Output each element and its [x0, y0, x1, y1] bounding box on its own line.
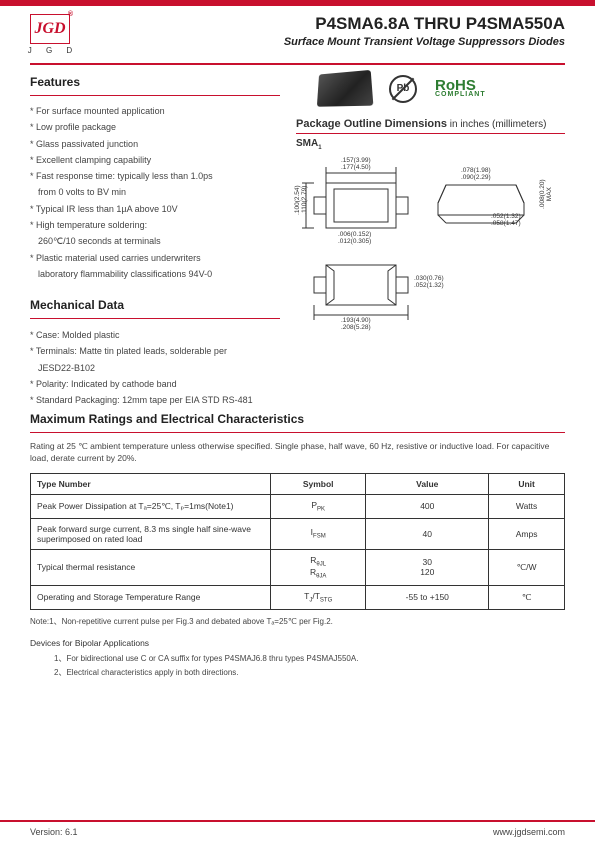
- logo: JGD ® J G D: [30, 14, 80, 55]
- header: JGD ® J G D P4SMA6.8A THRU P4SMA550A Sur…: [0, 6, 595, 59]
- max-ratings-underline: [30, 432, 565, 433]
- cell-name: Typical thermal resistance: [31, 549, 271, 585]
- logo-subtext: J G D: [26, 46, 80, 55]
- max-ratings-heading: Maximum Ratings and Electrical Character…: [30, 412, 565, 426]
- table-header: Type Number: [31, 473, 271, 494]
- table-row: Peak Power Dissipation at Tₐ=25℃, Tₚ=1ms…: [31, 494, 565, 518]
- features-underline: [30, 95, 280, 96]
- logo-square: JGD ®: [30, 14, 70, 44]
- cell-name: Peak Power Dissipation at Tₐ=25℃, Tₚ=1ms…: [31, 494, 271, 518]
- bipolar-item: 2、Electrical characteristics apply in bo…: [54, 666, 565, 680]
- feature-item: Low profile package: [30, 120, 280, 135]
- table-row: Typical thermal resistanceRθJLRθJA30120℃…: [31, 549, 565, 585]
- table-header: Value: [366, 473, 489, 494]
- feature-item: laboratory flammability classifications …: [30, 267, 280, 282]
- cell-symbol: IFSM: [271, 518, 366, 549]
- pb-free-icon: Pb: [389, 75, 417, 103]
- bipolar-list: 1、For bidirectional use C or CA suffix f…: [30, 652, 565, 681]
- cell-symbol: TJ/TSTG: [271, 586, 366, 610]
- feature-item: Glass passivated junction: [30, 137, 280, 152]
- badges-row: Pb RoHS COMPLIANT: [296, 65, 565, 112]
- footer: Version: 6.1 www.jgdsemi.com: [0, 820, 595, 842]
- feature-item: from 0 volts to BV min: [30, 185, 280, 200]
- package-photo: [317, 70, 374, 107]
- feature-item: High temperature soldering:: [30, 218, 280, 233]
- feature-item: Excellent clamping capability: [30, 153, 280, 168]
- bipolar-heading: Devices for Bipolar Applications: [30, 638, 565, 648]
- cell-value: 400: [366, 494, 489, 518]
- cell-unit: ℃/W: [489, 549, 565, 585]
- package-outline-diagram: .157(3.99).177(4.50) .100(2.54).110(2.79…: [296, 155, 556, 335]
- page-subtitle: Surface Mount Transient Voltage Suppress…: [80, 36, 565, 48]
- cell-value: 30120: [366, 549, 489, 585]
- package-rule: [296, 133, 565, 134]
- cell-value: 40: [366, 518, 489, 549]
- features-heading: Features: [30, 75, 280, 89]
- mechanical-item: JESD22-B102: [30, 360, 280, 376]
- mechanical-heading: Mechanical Data: [30, 298, 280, 312]
- sma-label: SMA1: [296, 138, 565, 151]
- table-row: Peak forward surge current, 8.3 ms singl…: [31, 518, 565, 549]
- table-header: Unit: [489, 473, 565, 494]
- footer-url: www.jgdsemi.com: [493, 827, 565, 837]
- package-dimensions-heading: Package Outline Dimensions in inches (mi…: [296, 118, 565, 130]
- feature-item: For surface mounted application: [30, 104, 280, 119]
- cell-unit: Amps: [489, 518, 565, 549]
- table-header: Symbol: [271, 473, 366, 494]
- table-row: Operating and Storage Temperature RangeT…: [31, 586, 565, 610]
- mechanical-underline: [30, 318, 280, 319]
- features-list: For surface mounted applicationLow profi…: [30, 104, 280, 282]
- feature-item: 260℃/10 seconds at terminals: [30, 234, 280, 249]
- bipolar-item: 1、For bidirectional use C or CA suffix f…: [54, 652, 565, 666]
- mechanical-item: Standard Packaging: 12mm tape per EIA ST…: [30, 392, 280, 408]
- cell-name: Peak forward surge current, 8.3 ms singl…: [31, 518, 271, 549]
- rohs-icon: RoHS COMPLIANT: [435, 79, 486, 99]
- mechanical-item: Case: Molded plastic: [30, 327, 280, 343]
- page-title: P4SMA6.8A THRU P4SMA550A: [80, 14, 565, 34]
- version-label: Version: 6.1: [30, 827, 78, 837]
- feature-item: Plastic material used carries underwrite…: [30, 251, 280, 266]
- mechanical-list: Case: Molded plasticTerminals: Matte tin…: [30, 327, 280, 408]
- cell-unit: ℃: [489, 586, 565, 610]
- feature-item: Fast response time: typically less than …: [30, 169, 280, 184]
- cell-symbol: RθJLRθJA: [271, 549, 366, 585]
- cell-value: -55 to +150: [366, 586, 489, 610]
- max-ratings-note: Rating at 25 ℃ ambient temperature unles…: [30, 441, 565, 465]
- ratings-table: Type NumberSymbolValueUnit Peak Power Di…: [30, 473, 565, 610]
- cell-name: Operating and Storage Temperature Range: [31, 586, 271, 610]
- mechanical-item: Terminals: Matte tin plated leads, solde…: [30, 343, 280, 359]
- mechanical-item: Polarity: Indicated by cathode band: [30, 376, 280, 392]
- feature-item: Typical IR less than 1µA above 10V: [30, 202, 280, 217]
- cell-symbol: PPK: [271, 494, 366, 518]
- cell-unit: Watts: [489, 494, 565, 518]
- ratings-footnote: Note:1、Non-repetitive current pulse per …: [30, 616, 565, 628]
